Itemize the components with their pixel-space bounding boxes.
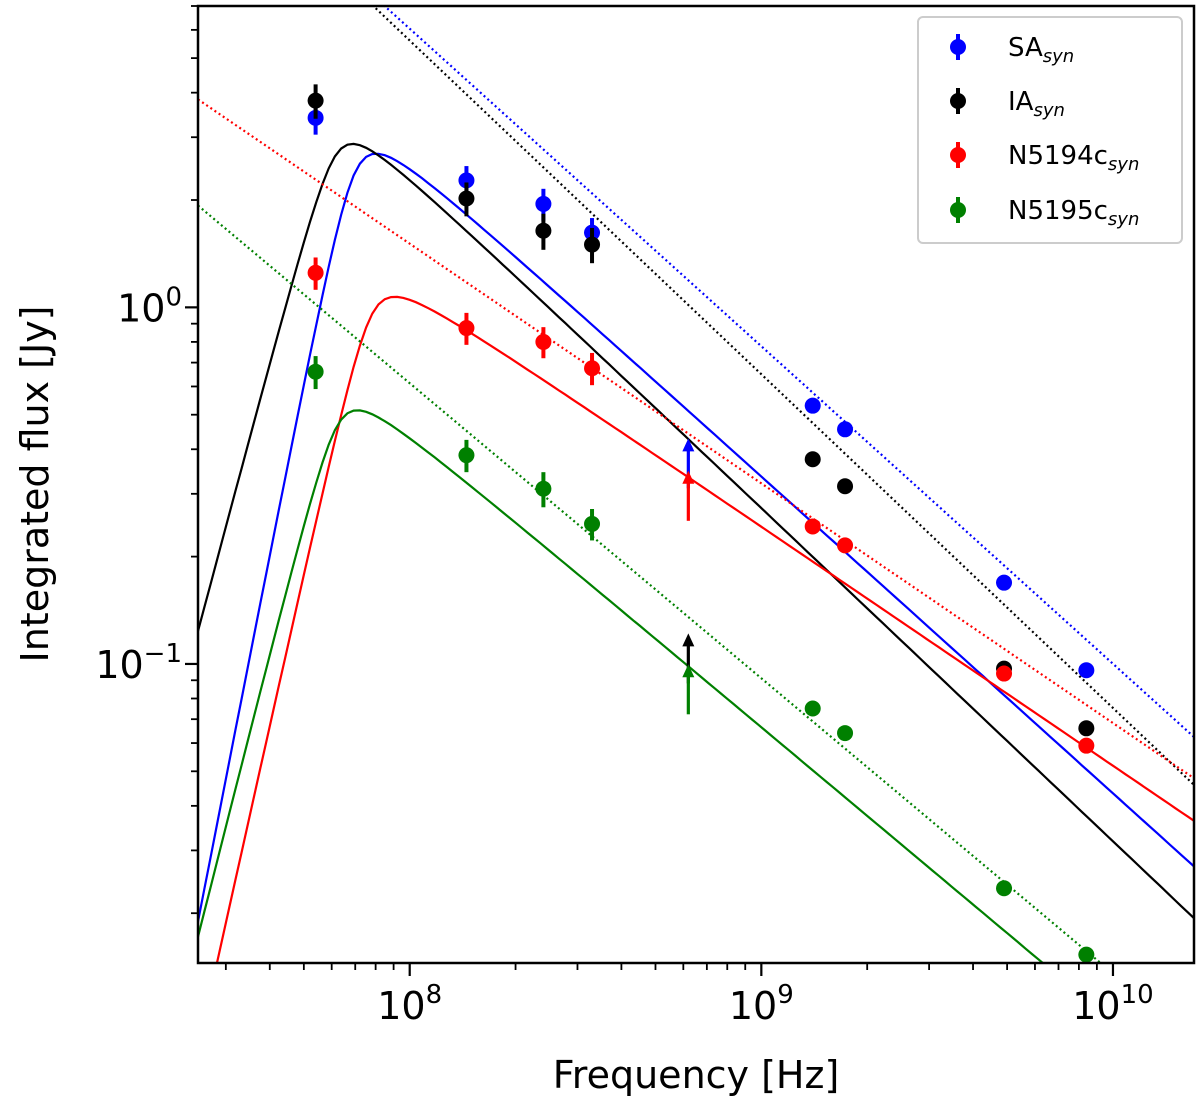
lower-limit-arrowhead-ia bbox=[682, 633, 695, 647]
data-point-n5194c bbox=[307, 264, 324, 281]
data-point-n5195c bbox=[535, 480, 552, 497]
data-point-ia bbox=[458, 190, 475, 207]
data-point-n5194c bbox=[535, 333, 552, 350]
data-point-n5194c bbox=[458, 320, 475, 337]
lower-limit-arrowhead-n5195c bbox=[682, 664, 695, 678]
y-tick-label: 10−1 bbox=[95, 639, 182, 687]
model-curve-n5195c bbox=[198, 409, 1045, 963]
data-point-sa bbox=[535, 195, 552, 212]
data-point-n5195c bbox=[1078, 946, 1095, 963]
powerlaw-line-ia bbox=[371, 6, 1194, 786]
data-point-sa bbox=[1078, 662, 1095, 679]
data-point-n5194c bbox=[837, 537, 854, 554]
data-point-n5195c bbox=[584, 515, 601, 532]
model-lines bbox=[198, 6, 1194, 963]
x-tick-label: 1010 bbox=[1072, 980, 1153, 1028]
legend-label-sa: SAsyn bbox=[1008, 33, 1074, 67]
powerlaw-line-n5194c bbox=[198, 98, 1194, 780]
data-point-n5194c bbox=[584, 360, 601, 377]
data-point-sa bbox=[458, 172, 475, 189]
legend-entries: SAsyn IAsyn N5194csyn N5195csyn bbox=[950, 33, 1139, 230]
powerlaw-line-sa bbox=[382, 6, 1194, 738]
y-tick-label: 100 bbox=[117, 282, 182, 330]
tick-labels: 108 109 1010 10−1 100 bbox=[95, 282, 1153, 1028]
data-point-ia bbox=[1078, 720, 1095, 737]
model-curve-sa bbox=[198, 152, 1194, 922]
x-axis-label: Frequency [Hz] bbox=[553, 1053, 840, 1097]
data-point-ia bbox=[804, 451, 821, 468]
data-point-ia bbox=[307, 92, 324, 109]
data-point-sa bbox=[996, 574, 1013, 591]
legend-label-n5194c: N5194csyn bbox=[1008, 141, 1139, 175]
data-point-sa bbox=[837, 421, 854, 438]
data-point-ia bbox=[584, 236, 601, 253]
legend-marker-sa bbox=[950, 39, 966, 55]
lower-limit-arrowhead-sa bbox=[682, 438, 695, 452]
x-tick-label: 109 bbox=[729, 980, 794, 1028]
data-point-n5194c bbox=[996, 665, 1013, 682]
plot-frame bbox=[196, 4, 1196, 965]
y-axis-label: Integrated flux [Jy] bbox=[13, 305, 57, 662]
axis-ticks bbox=[185, 5, 1115, 976]
x-tick-label: 108 bbox=[377, 980, 442, 1028]
legend-marker-n5194c bbox=[950, 147, 966, 163]
data-points bbox=[307, 84, 1095, 963]
legend: SAsyn IAsyn N5194csyn N5195csyn bbox=[917, 16, 1183, 244]
legend-label-ia: IAsyn bbox=[1008, 87, 1065, 121]
model-curve-n5194c bbox=[215, 295, 1194, 963]
data-point-n5194c bbox=[1078, 737, 1095, 754]
data-point-n5195c bbox=[307, 363, 324, 380]
data-point-n5195c bbox=[996, 880, 1013, 897]
data-point-n5194c bbox=[804, 518, 821, 535]
data-point-sa bbox=[804, 397, 821, 414]
model-curve-ia bbox=[198, 142, 1194, 919]
data-point-n5195c bbox=[804, 700, 821, 717]
legend-marker-n5195c bbox=[950, 202, 966, 218]
legend-box bbox=[917, 16, 1183, 244]
data-point-n5195c bbox=[837, 725, 854, 742]
data-point-ia bbox=[535, 222, 552, 239]
legend-label-n5195c: N5195csyn bbox=[1008, 196, 1139, 230]
lower-limit-arrowhead-n5194c bbox=[682, 470, 695, 484]
powerlaw-line-n5195c bbox=[198, 204, 1103, 963]
legend-marker-ia bbox=[950, 93, 966, 109]
data-point-n5195c bbox=[458, 447, 475, 464]
data-point-ia bbox=[837, 478, 854, 495]
